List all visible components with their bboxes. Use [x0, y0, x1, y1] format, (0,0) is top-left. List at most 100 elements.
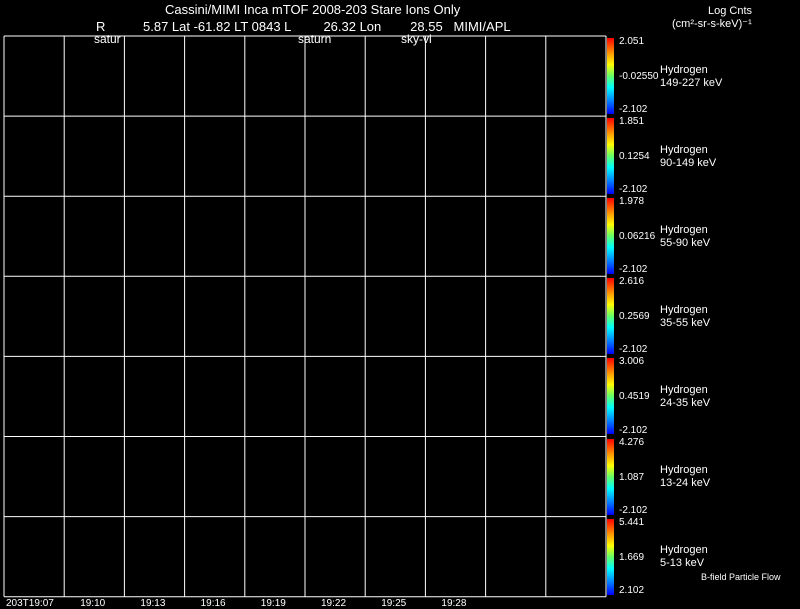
contour-line: [247, 39, 300, 117]
contour-line: [271, 143, 300, 197]
contour-line: [66, 119, 119, 197]
contour-label: 120: [275, 225, 292, 236]
contour-label: 150: [437, 131, 454, 142]
contour-label: 150: [16, 131, 33, 142]
contour-label: 150: [377, 131, 394, 142]
contour-line: [379, 51, 420, 117]
contour-line: [199, 212, 240, 277]
contour-line: [307, 119, 360, 197]
contour-line: [391, 143, 420, 197]
contour-label: 150: [197, 211, 214, 222]
contour-line: [18, 51, 59, 117]
contour-line: [90, 304, 119, 357]
contour-line: [151, 63, 180, 117]
contour-line: [379, 212, 420, 277]
contour-line: [139, 212, 180, 277]
contour-line: [379, 131, 420, 197]
contour-line: [271, 223, 300, 277]
contour-label: 90: [401, 163, 413, 174]
contour-line: [440, 212, 481, 277]
contour-label: 120: [34, 305, 51, 316]
contour-line: [78, 292, 119, 357]
contour-label: 120: [94, 225, 111, 236]
contour-line: [90, 143, 119, 197]
contour-line: [307, 39, 360, 117]
contour-line: [391, 63, 420, 117]
contour-line: [211, 223, 240, 277]
contour-line: [78, 131, 119, 197]
contour-label: 150: [136, 211, 153, 222]
contour-label: 150: [76, 131, 93, 142]
contour-line: [247, 200, 300, 277]
contour-label: 150: [136, 131, 153, 142]
contour-line: [151, 143, 180, 197]
contour-line: [367, 119, 420, 197]
contour-line: [187, 39, 240, 117]
contour-label: 150: [197, 131, 214, 142]
contour-line: [6, 39, 59, 117]
contour-line: [367, 200, 420, 277]
contour-line: [18, 212, 59, 277]
contour-line: [6, 200, 59, 277]
contour-line: [247, 119, 300, 197]
contour-line: [211, 143, 240, 197]
contour-label: 90: [462, 163, 474, 174]
contour-label: 120: [456, 145, 473, 156]
contour-label: 120: [395, 225, 412, 236]
contour-label: 90: [161, 243, 173, 254]
contour-line: [18, 131, 59, 197]
contour-line: [127, 39, 180, 117]
contour-label: 150: [16, 291, 33, 302]
contour-line: [187, 200, 240, 277]
contour-line: [6, 280, 59, 357]
contour-label: 90: [462, 243, 474, 254]
contour-label: 120: [395, 145, 412, 156]
contour-label: 120: [34, 225, 51, 236]
contour-line: [391, 223, 420, 277]
contour-line: [199, 131, 240, 197]
contour-line: [66, 39, 119, 117]
contour-label: 90: [401, 243, 413, 254]
contour-line: [211, 63, 240, 117]
contour-line: [271, 63, 300, 117]
contour-label: 120: [94, 145, 111, 156]
contour-label: 90: [100, 323, 112, 334]
contour-line: [307, 200, 360, 277]
contour-line: [6, 119, 59, 197]
contour-line: [452, 223, 481, 277]
contour-label: 90: [221, 163, 233, 174]
contour-line: [440, 131, 481, 197]
contour-label: 150: [377, 211, 394, 222]
contour-label: 90: [221, 243, 233, 254]
contour-label: 120: [456, 225, 473, 236]
contour-line: [90, 223, 119, 277]
contour-label: 120: [155, 225, 172, 236]
contour-line: [428, 39, 481, 117]
contour-label: 150: [76, 211, 93, 222]
contour-line: [187, 119, 240, 197]
contour-line: [127, 200, 180, 277]
contour-line: [319, 131, 360, 197]
contour-line: [428, 200, 481, 277]
contour-line: [428, 119, 481, 197]
contour-label: 120: [335, 225, 352, 236]
contour-line: [331, 143, 360, 197]
contour-line: [139, 51, 180, 117]
contour-label: 120: [335, 145, 352, 156]
contour-line: [151, 223, 180, 277]
contour-line: [30, 304, 59, 357]
contour-line: [127, 119, 180, 197]
contour-line: [66, 280, 119, 357]
contour-line: [319, 51, 360, 117]
contour-label: 150: [317, 211, 334, 222]
contour-line: [30, 143, 59, 197]
contour-line: [452, 63, 481, 117]
contour-line: [199, 51, 240, 117]
contour-line: [319, 212, 360, 277]
contour-line: [90, 63, 119, 117]
contour-label: 90: [281, 163, 293, 174]
contour-label: 90: [40, 163, 52, 174]
contour-label: 90: [341, 243, 353, 254]
contour-line: [18, 292, 59, 357]
